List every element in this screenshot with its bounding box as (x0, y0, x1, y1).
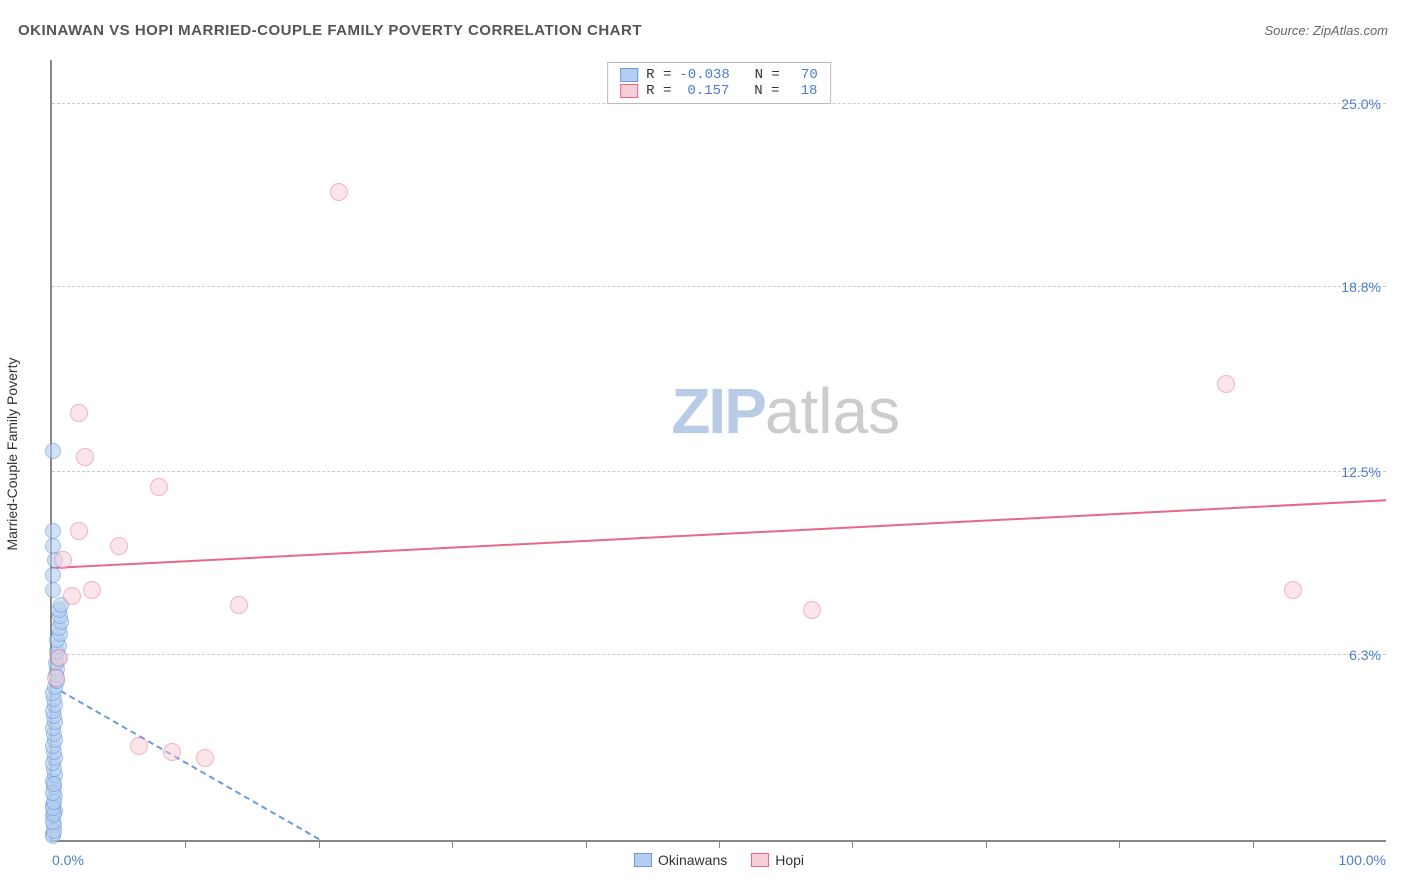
x-tick (1119, 840, 1120, 848)
y-axis-label: Married-Couple Family Poverty (4, 358, 20, 551)
watermark: ZIPatlas (671, 374, 900, 448)
x-tick-label: 0.0% (52, 852, 84, 868)
data-point-hopi (54, 551, 72, 569)
data-point-okinawans (45, 567, 61, 583)
data-point-hopi (76, 448, 94, 466)
data-point-hopi (803, 601, 821, 619)
data-point-hopi (110, 537, 128, 555)
data-point-hopi (70, 404, 88, 422)
legend-label: Hopi (775, 852, 804, 868)
legend-item-hopi: Hopi (751, 852, 804, 868)
x-tick (719, 840, 720, 848)
data-point-hopi (1217, 375, 1235, 393)
stats-legend: R = -0.038 N = 70 R = 0.157 N = 18 (607, 62, 831, 104)
x-tick (452, 840, 453, 848)
data-point-okinawans (46, 776, 62, 792)
y-tick-label: 12.5% (1341, 464, 1381, 480)
x-tick-label: 100.0% (1339, 852, 1386, 868)
y-tick-label: 25.0% (1341, 96, 1381, 112)
x-tick (1253, 840, 1254, 848)
gridline (52, 286, 1386, 287)
chart-area: ZIPatlas R = -0.038 N = 70 R = 0.157 N =… (50, 60, 1386, 842)
n-label: N = (738, 67, 780, 83)
plot-region: ZIPatlas R = -0.038 N = 70 R = 0.157 N =… (50, 60, 1386, 842)
data-point-hopi (196, 749, 214, 767)
chart-header: OKINAWAN VS HOPI MARRIED-COUPLE FAMILY P… (18, 22, 1388, 39)
data-point-hopi (150, 478, 168, 496)
gridline (52, 471, 1386, 472)
r-value-okinawans: -0.038 (679, 67, 729, 83)
data-point-hopi (83, 581, 101, 599)
y-tick-label: 6.3% (1349, 647, 1381, 663)
r-label: R = (646, 67, 671, 83)
data-point-hopi (1284, 581, 1302, 599)
gridline (52, 654, 1386, 655)
swatch-hopi (620, 84, 638, 98)
data-point-hopi (330, 183, 348, 201)
data-point-hopi (230, 596, 248, 614)
trend-line-hopi (52, 500, 1386, 570)
data-point-hopi (130, 737, 148, 755)
series-legend: Okinawans Hopi (634, 852, 804, 868)
legend-label: Okinawans (658, 852, 727, 868)
watermark-atlas: atlas (765, 375, 900, 447)
r-label: R = (646, 83, 671, 99)
swatch-okinawans (620, 68, 638, 82)
n-value-hopi: 18 (787, 83, 817, 99)
n-value-okinawans: 70 (788, 67, 818, 83)
swatch-hopi (751, 853, 769, 867)
swatch-okinawans (634, 853, 652, 867)
x-tick (185, 840, 186, 848)
x-tick (319, 840, 320, 848)
x-tick (586, 840, 587, 848)
watermark-zip: ZIP (671, 375, 765, 447)
data-point-hopi (50, 649, 68, 667)
stats-row-hopi: R = 0.157 N = 18 (620, 83, 818, 99)
data-point-hopi (70, 522, 88, 540)
n-label: N = (737, 83, 779, 99)
data-point-okinawans (45, 443, 61, 459)
data-point-hopi (47, 669, 65, 687)
r-value-hopi: 0.157 (679, 83, 729, 99)
source-attribution: Source: ZipAtlas.com (1264, 23, 1388, 38)
stats-row-okinawans: R = -0.038 N = 70 (620, 67, 818, 83)
trend-line-okinawans (52, 685, 320, 840)
data-point-hopi (63, 587, 81, 605)
data-point-okinawans (45, 523, 61, 539)
data-point-hopi (163, 743, 181, 761)
x-tick (852, 840, 853, 848)
data-point-okinawans (45, 582, 61, 598)
y-tick-label: 18.8% (1341, 279, 1381, 295)
legend-item-okinawans: Okinawans (634, 852, 727, 868)
chart-title: OKINAWAN VS HOPI MARRIED-COUPLE FAMILY P… (18, 22, 642, 39)
x-tick (986, 840, 987, 848)
